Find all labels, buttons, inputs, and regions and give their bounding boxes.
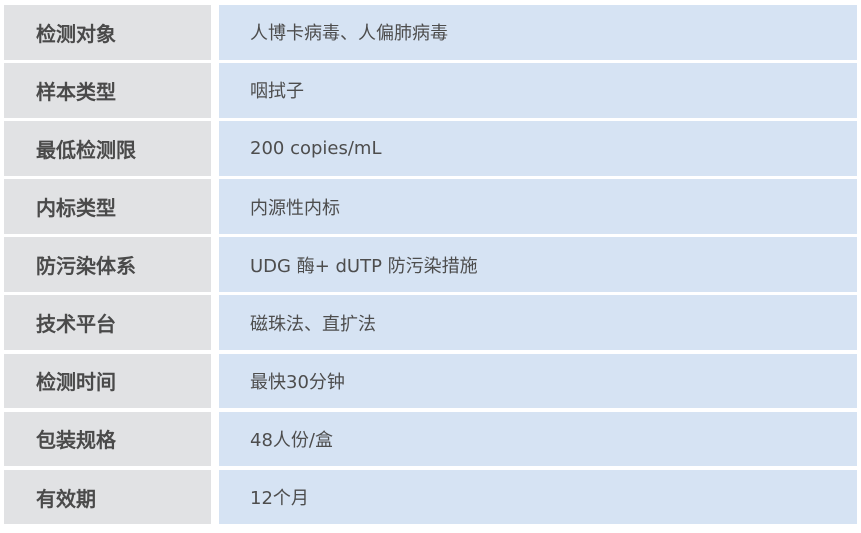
- row-value: 咽拭子: [219, 63, 857, 118]
- row-label: 样本类型: [4, 63, 211, 118]
- table-row: 内标类型 内源性内标: [4, 179, 857, 234]
- row-label: 内标类型: [4, 179, 211, 234]
- row-label: 最低检测限: [4, 121, 211, 176]
- row-label: 防污染体系: [4, 237, 211, 292]
- row-value: 最快30分钟: [219, 353, 857, 409]
- row-value: 人博卡病毒、人偏肺病毒: [219, 5, 857, 60]
- table-row: 检测对象 人博卡病毒、人偏肺病毒: [4, 5, 857, 60]
- row-value: 200 copies/mL: [219, 121, 857, 176]
- table-row: 有效期 12个月: [4, 469, 857, 525]
- row-value: 48人份/盒: [219, 411, 857, 467]
- spec-table: 检测对象 人博卡病毒、人偏肺病毒 样本类型 咽拭子 最低检测限 200 copies/…: [4, 5, 857, 528]
- table-row: 包装规格 48人份/盒: [4, 411, 857, 467]
- row-label: 包装规格: [4, 411, 211, 467]
- row-label: 技术平台: [4, 295, 211, 350]
- table-row: 样本类型 咽拭子: [4, 63, 857, 118]
- row-label: 有效期: [4, 469, 211, 525]
- row-value: UDG 酶+ dUTP 防污染措施: [219, 237, 857, 292]
- row-value: 12个月: [219, 469, 857, 525]
- table-row: 检测时间 最快30分钟: [4, 353, 857, 409]
- row-value: 磁珠法、直扩法: [219, 295, 857, 350]
- table-row: 防污染体系 UDG 酶+ dUTP 防污染措施: [4, 237, 857, 292]
- row-label: 检测时间: [4, 353, 211, 409]
- row-label: 检测对象: [4, 5, 211, 60]
- table-row: 技术平台 磁珠法、直扩法: [4, 295, 857, 350]
- table-row: 最低检测限 200 copies/mL: [4, 121, 857, 176]
- row-value: 内源性内标: [219, 179, 857, 234]
